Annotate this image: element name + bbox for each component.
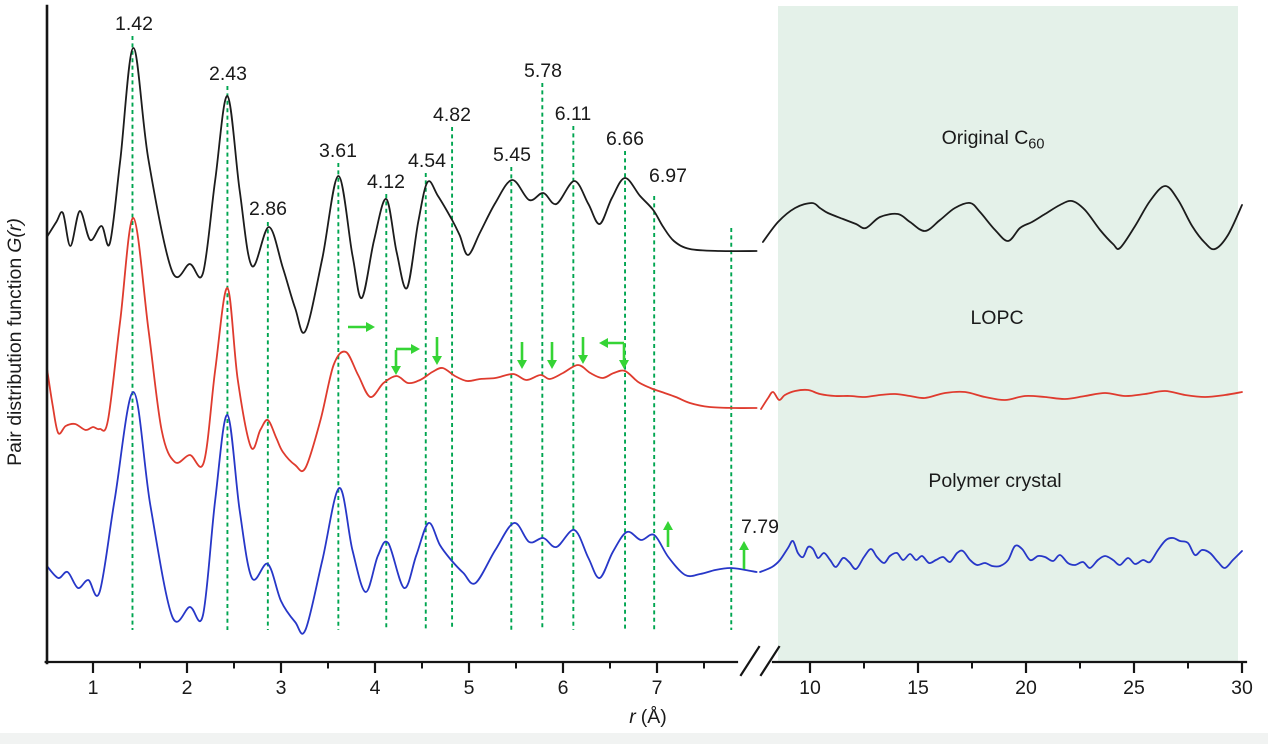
x-tick-label: 4 bbox=[370, 677, 381, 699]
x-tick-label: 20 bbox=[1015, 677, 1037, 699]
peak-label: 2.86 bbox=[249, 198, 287, 220]
shift-arrow-right-head bbox=[366, 322, 375, 332]
x-tick-label: 30 bbox=[1231, 677, 1253, 699]
shift-arrow-down-head bbox=[547, 360, 557, 369]
y-axis-label: Pair distribution function G(r) bbox=[4, 218, 26, 466]
curve-label-original-c60-text: Original C bbox=[942, 127, 1029, 149]
x-tick-label: 6 bbox=[558, 677, 569, 699]
peak-label: 4.12 bbox=[367, 171, 405, 193]
x-tick-label: 15 bbox=[907, 677, 929, 699]
peak-label: 2.43 bbox=[209, 63, 247, 85]
curve-label-original-c60-subscript: 60 bbox=[1028, 137, 1044, 153]
curve-label-original-c60: Original C60 bbox=[942, 127, 1045, 153]
tick-marks bbox=[91, 662, 1244, 673]
footer-strip bbox=[0, 733, 1268, 744]
axis-break-slash-1 bbox=[739, 645, 761, 677]
tick-labels: 1 2 3 4 5 6 7 10 15 20 25 30 bbox=[88, 677, 1253, 699]
peak-label: 4.54 bbox=[408, 150, 446, 172]
peak-label: 5.78 bbox=[524, 60, 562, 82]
y-axis-label-text: Pair distribution function bbox=[4, 258, 26, 466]
x-axis-label-symbol: r bbox=[629, 706, 637, 728]
peak-label: 4.82 bbox=[433, 104, 471, 126]
x-tick-label: 7 bbox=[652, 677, 663, 699]
x-axis-label: r (Å) bbox=[629, 705, 667, 728]
curve-original-c60-right bbox=[762, 185, 1243, 251]
x-tick-label: 5 bbox=[464, 677, 475, 699]
peak-label: 5.45 bbox=[493, 144, 531, 166]
peak-label: 3.61 bbox=[319, 140, 357, 162]
curve-original-c60-left bbox=[46, 47, 758, 334]
axes bbox=[44, 4, 1248, 677]
x-tick-label: 1 bbox=[88, 677, 99, 699]
curve-label-polymer-crystal: Polymer crystal bbox=[928, 470, 1061, 492]
x-tick-label: 10 bbox=[799, 677, 821, 699]
shift-arrow-down-head bbox=[517, 360, 527, 369]
peak-label: 1.42 bbox=[115, 13, 153, 35]
peak-label: 6.66 bbox=[606, 128, 644, 150]
curve-lopc-right bbox=[760, 388, 1243, 410]
peak-label: 6.97 bbox=[649, 165, 687, 187]
y-axis-label-symbol: G(r) bbox=[4, 218, 26, 253]
peak-guide-lines bbox=[131, 36, 733, 630]
peak-label: 7.79 bbox=[741, 516, 779, 538]
highlight-band bbox=[778, 6, 1238, 662]
curve-polymer-crystal-left bbox=[46, 391, 758, 635]
axis-break-slash-2 bbox=[759, 645, 781, 677]
shift-arrow-down-head bbox=[391, 366, 401, 375]
curve-polymer-crystal-right bbox=[759, 537, 1243, 573]
shift-arrow-down-head bbox=[578, 355, 588, 364]
x-tick-label: 25 bbox=[1123, 677, 1145, 699]
x-tick-label: 2 bbox=[182, 677, 193, 699]
shift-arrow-up-head bbox=[663, 521, 673, 530]
shift-arrows bbox=[348, 322, 749, 569]
shift-arrow-down-head bbox=[432, 356, 442, 365]
peak-labels: 1.42 2.43 2.86 3.61 4.124.54 4.82 5.45 5.78 6.11… bbox=[115, 13, 779, 538]
peak-label: 6.11 bbox=[555, 103, 592, 125]
curve-lopc-left bbox=[46, 217, 758, 472]
x-axis-label-unit: (Å) bbox=[641, 705, 667, 728]
shift-arrow-up-head bbox=[739, 541, 749, 550]
curves bbox=[46, 47, 1243, 635]
x-tick-label: 3 bbox=[276, 677, 287, 699]
shift-arrow-left-head bbox=[599, 338, 608, 348]
curve-label-lopc: LOPC bbox=[970, 307, 1023, 329]
shift-arrow-down-head bbox=[619, 360, 629, 369]
shift-arrow-right-head bbox=[411, 344, 420, 354]
